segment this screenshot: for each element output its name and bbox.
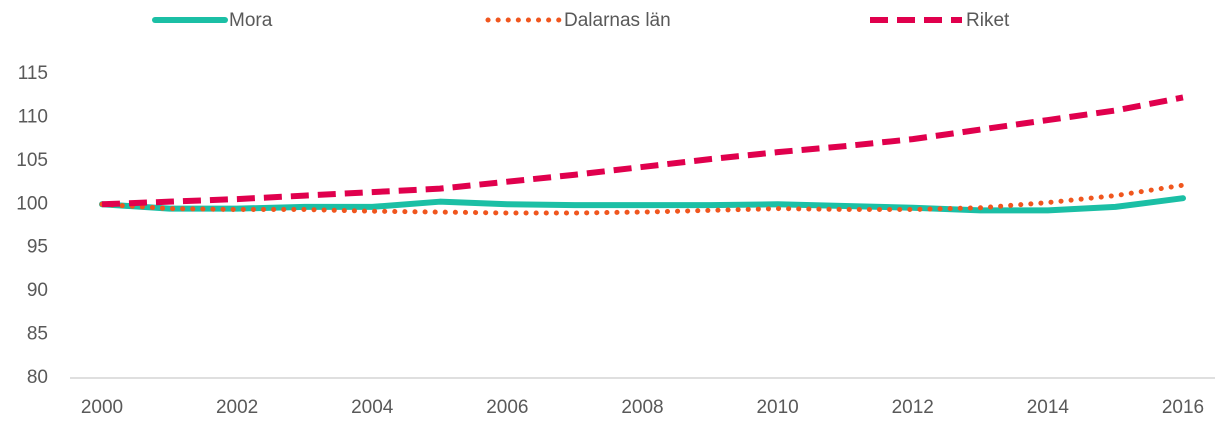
y-tick-label: 85 — [27, 324, 48, 345]
y-tick-label: 105 — [16, 150, 48, 171]
x-tick-label: 2014 — [1027, 397, 1070, 418]
x-tick-label: 2000 — [81, 397, 123, 418]
legend-label: Dalarnas län — [564, 10, 671, 31]
x-tick-label: 2004 — [351, 397, 394, 418]
x-tick-label: 2006 — [486, 397, 528, 418]
legend-label: Mora — [229, 10, 273, 31]
legend-label: Riket — [966, 10, 1010, 31]
series-line — [99, 195, 1186, 214]
y-tick-label: 115 — [18, 63, 48, 84]
y-tick-label: 90 — [27, 280, 48, 301]
x-tick-label: 2002 — [216, 397, 258, 418]
y-tick-label: 95 — [27, 237, 48, 258]
x-tick-label: 2010 — [756, 397, 798, 418]
y-tick-label: 100 — [16, 193, 48, 214]
series-line — [101, 94, 1184, 208]
x-tick-label: 2008 — [621, 397, 663, 418]
y-tick-label: 80 — [27, 367, 48, 388]
y-tick-label: 110 — [18, 106, 48, 127]
x-tick-label: 2012 — [892, 397, 934, 418]
x-tick-label: 2016 — [1162, 397, 1204, 418]
series-line — [99, 182, 1186, 216]
